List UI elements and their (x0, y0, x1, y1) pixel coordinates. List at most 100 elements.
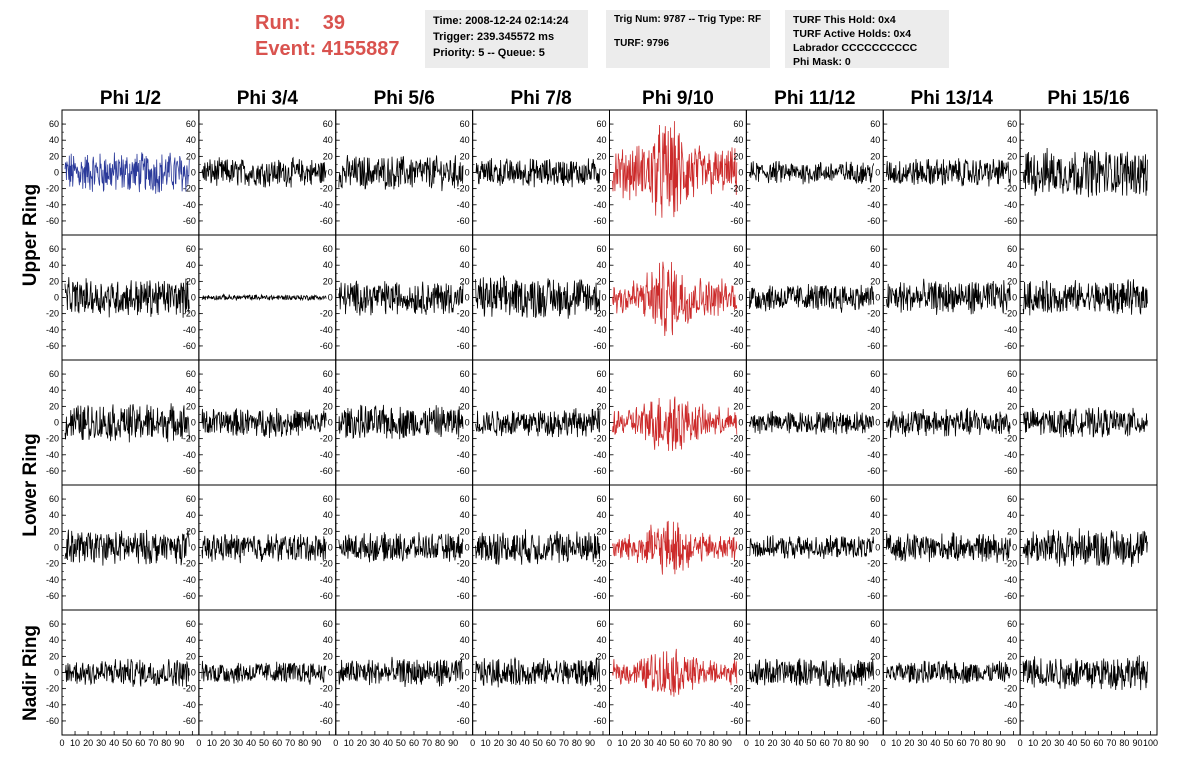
y-tick-label: 20 (323, 651, 333, 661)
trigger-text: Trigger: 239.345572 ms (433, 31, 555, 43)
run-event-box: Run: 39 Event: 4155887 (255, 10, 400, 62)
y-tick-label: -40 (867, 450, 880, 460)
y-tick-label: -20 (593, 559, 606, 569)
y-tick-label: 20 (1007, 276, 1017, 286)
x-tick-label: 0 (744, 738, 749, 748)
y-tick-label: -40 (593, 325, 606, 335)
y-tick-label: 20 (596, 276, 606, 286)
x-tick-label: 40 (657, 738, 667, 748)
y-tick-label: 60 (323, 369, 333, 379)
waveform-panel: -60 -40 -20 0 20 40 60 (867, 109, 1021, 236)
x-tick-label: 20 (357, 738, 367, 748)
y-tick-label: -40 (183, 325, 196, 335)
y-tick-label: 0 (328, 168, 333, 178)
x-tick-label: 70 (1106, 738, 1116, 748)
waveform-panel: -60 -40 -20 0 20 40 60 (1004, 109, 1158, 236)
x-tick-label: 50 (396, 738, 406, 748)
x-tick-label: 0 (59, 738, 64, 748)
event-value: 4155887 (321, 38, 400, 60)
x-tick-label: 90 (448, 738, 458, 748)
y-tick-label: -60 (730, 216, 743, 226)
y-tick-label: 60 (596, 119, 606, 129)
y-tick-label: -60 (593, 591, 606, 601)
y-tick-label: -40 (593, 700, 606, 710)
waveform-trace (475, 529, 601, 565)
y-tick-label: -60 (457, 341, 470, 351)
y-tick-label: 0 (601, 168, 606, 178)
waveform-trace (885, 532, 1011, 563)
x-tick-label: 80 (572, 738, 582, 748)
x-tick-label: 60 (546, 738, 556, 748)
y-tick-label: -20 (867, 684, 880, 694)
y-tick-label: 0 (54, 668, 59, 678)
y-tick-label: 0 (465, 668, 470, 678)
y-tick-label: 40 (596, 260, 606, 270)
y-tick-label: 20 (596, 651, 606, 661)
trig-num-text: Trig Num: 9787 -- Trig Type: RF (614, 14, 762, 25)
y-tick-label: 40 (323, 260, 333, 270)
y-tick-label: 40 (460, 510, 470, 520)
y-tick-label: 40 (1007, 385, 1017, 395)
waveform-trace (475, 408, 601, 438)
y-tick-label: 0 (875, 418, 880, 428)
y-tick-label: -60 (183, 591, 196, 601)
x-tick-label: 60 (135, 738, 145, 748)
y-tick-label: 0 (738, 293, 743, 303)
waveform-panel: -60 -40 -20 0 20 40 60 (730, 484, 884, 611)
y-tick-label: -20 (593, 684, 606, 694)
y-tick-label: -40 (320, 325, 333, 335)
y-tick-label: 0 (328, 543, 333, 553)
y-tick-label: -20 (320, 434, 333, 444)
x-tick-label: 20 (220, 738, 230, 748)
y-tick-label: -60 (730, 466, 743, 476)
y-tick-label: -40 (1004, 200, 1017, 210)
y-tick-label: -20 (867, 559, 880, 569)
x-tick-label: 20 (1041, 738, 1051, 748)
y-tick-label: 60 (733, 494, 743, 504)
x-tick-label: 50 (533, 738, 543, 748)
y-tick-label: -40 (46, 450, 59, 460)
y-tick-label: -20 (46, 684, 59, 694)
y-tick-label: -40 (730, 325, 743, 335)
y-tick-label: 60 (870, 619, 880, 629)
y-tick-label: 60 (596, 244, 606, 254)
y-tick-label: -40 (867, 575, 880, 585)
y-tick-label: -20 (1004, 559, 1017, 569)
y-tick-label: -40 (46, 700, 59, 710)
y-tick-label: -40 (46, 575, 59, 585)
y-tick-label: 0 (465, 293, 470, 303)
waveform-trace (64, 529, 190, 566)
waveform-panel: -60 -40 -20 0 20 40 60 (867, 359, 1021, 486)
waveform-trace (612, 520, 738, 575)
y-tick-label: -60 (183, 716, 196, 726)
y-tick-label: 40 (1007, 135, 1017, 145)
y-tick-label: -60 (730, 591, 743, 601)
waveform-trace (64, 152, 190, 194)
waveform-trace (1022, 407, 1148, 438)
y-tick-label: 0 (54, 168, 59, 178)
x-tick-label: 10 (207, 738, 217, 748)
y-tick-label: 40 (596, 135, 606, 145)
y-tick-label: 40 (733, 135, 743, 145)
y-tick-label: -40 (730, 575, 743, 585)
x-tick-label: 50 (259, 738, 269, 748)
y-tick-label: -40 (1004, 450, 1017, 460)
y-tick-label: -40 (46, 325, 59, 335)
turf-this-hold-text: TURF This Hold: 0x4 (793, 14, 896, 26)
x-tick-label: 30 (370, 738, 380, 748)
y-tick-label: 60 (323, 619, 333, 629)
y-tick-label: 60 (870, 119, 880, 129)
waveform-trace (885, 278, 1011, 315)
waveform-panel: -60 -40 -20 0 20 40 60 (1004, 484, 1158, 611)
x-tick-label: 70 (833, 738, 843, 748)
waveform-panel: -60 -40 -20 0 20 40 60 (730, 609, 884, 736)
x-tick-label: 90 (859, 738, 869, 748)
y-tick-label: -20 (46, 309, 59, 319)
column-label: Phi 1/2 (99, 88, 162, 109)
y-tick-label: 0 (465, 168, 470, 178)
y-tick-label: 40 (596, 510, 606, 520)
y-tick-label: 60 (1007, 369, 1017, 379)
y-tick-label: 60 (186, 494, 196, 504)
y-tick-label: 20 (870, 651, 880, 661)
